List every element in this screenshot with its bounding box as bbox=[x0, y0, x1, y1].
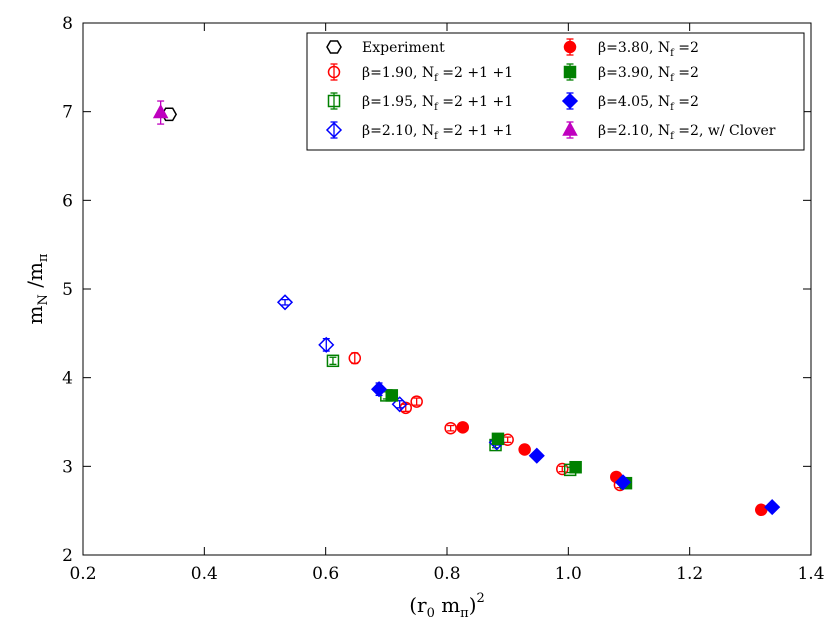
y-tick-label-5: 7 bbox=[62, 103, 73, 123]
data-point-6-0 bbox=[370, 381, 388, 398]
series-3 bbox=[276, 294, 505, 451]
legend-marker-7 bbox=[562, 121, 578, 136]
series-6 bbox=[370, 381, 781, 516]
data-point-5-1 bbox=[491, 432, 505, 446]
data-point-4-1 bbox=[518, 443, 531, 456]
data-point-3-2 bbox=[391, 396, 408, 413]
data-point-4-3 bbox=[755, 503, 768, 517]
legend-entry-6: β=4.05, Nf =2 bbox=[561, 92, 699, 113]
legend-entry-4: β=3.80, Nf =2 bbox=[563, 38, 699, 59]
legend-entry-2: β=1.95, Nf =2 +1 +1 bbox=[327, 92, 513, 113]
x-tick-label-1: 0.4 bbox=[191, 564, 218, 584]
data-point-1-2 bbox=[410, 395, 423, 408]
data-point-6-1 bbox=[528, 447, 545, 464]
legend-marker-2 bbox=[327, 94, 341, 108]
legend-label-5: β=3.90, Nf =2 bbox=[598, 65, 699, 84]
legend-label-7: β=2.10, Nf =2, w/ Clover bbox=[598, 123, 776, 142]
error-bar-1-3 bbox=[447, 424, 455, 432]
data-point-5-2 bbox=[569, 460, 582, 474]
y-tick-label-0: 2 bbox=[62, 546, 73, 566]
legend-label-1: β=1.90, Nf =2 +1 +1 bbox=[362, 65, 513, 84]
x-tick-label-2: 0.6 bbox=[312, 564, 339, 584]
legend-entry-7: β=2.10, Nf =2, w/ Clover bbox=[562, 121, 776, 142]
data-point-1-0 bbox=[348, 351, 362, 365]
error-bar-2-0 bbox=[329, 356, 337, 366]
x-tick-label-6: 1.4 bbox=[797, 564, 824, 584]
x-tick-label-3: 0.8 bbox=[433, 564, 460, 584]
data-marks bbox=[152, 100, 781, 517]
legend-marker-4 bbox=[563, 40, 577, 54]
series-7 bbox=[152, 100, 169, 125]
y-tick-label-4: 6 bbox=[62, 191, 73, 211]
legend-label-2: β=1.95, Nf =2 +1 +1 bbox=[362, 94, 513, 113]
data-point-6-2 bbox=[614, 474, 631, 491]
legend-entry-3: β=2.10, Nf =2 +1 +1 bbox=[325, 121, 513, 142]
data-point-3-1 bbox=[318, 336, 335, 353]
error-bar-3-0 bbox=[281, 298, 289, 306]
x-tick-label-0: 0.2 bbox=[69, 564, 96, 584]
axis-ticks: 0.2 0.4 0.6 0.8 1.0 1.2 1.4 2 3 4 5 6 7 8 bbox=[62, 14, 824, 584]
legend-entry-5: β=3.90, Nf =2 bbox=[563, 63, 699, 84]
data-point-3-0 bbox=[276, 294, 294, 311]
legend-marker-3 bbox=[325, 121, 343, 139]
legend-label-3: β=2.10, Nf =2 +1 +1 bbox=[362, 123, 513, 142]
y-axis-label: mN /mπ bbox=[23, 253, 51, 324]
data-point-7-0 bbox=[152, 103, 169, 119]
error-bar-1-2 bbox=[413, 397, 421, 406]
legend-label-6: β=4.05, Nf =2 bbox=[598, 94, 699, 113]
x-tick-label-5: 1.2 bbox=[676, 564, 703, 584]
legend-marker-1 bbox=[327, 65, 341, 79]
legend-label-4: β=3.80, Nf =2 bbox=[598, 40, 699, 59]
data-point-4-0 bbox=[456, 421, 470, 434]
data-point-1-5 bbox=[556, 462, 569, 476]
data-point-6-3 bbox=[764, 499, 781, 516]
legend-marker-0 bbox=[326, 40, 342, 54]
y-tick-label-2: 4 bbox=[62, 369, 73, 389]
x-tick-label-4: 1.0 bbox=[555, 564, 582, 584]
legend-entry-0: Experiment bbox=[326, 40, 445, 56]
legend-marker-6 bbox=[561, 92, 579, 110]
series-1 bbox=[348, 351, 627, 492]
error-bar-1-0 bbox=[351, 352, 359, 365]
data-point-5-0 bbox=[385, 389, 399, 402]
y-tick-label-1: 3 bbox=[62, 457, 73, 477]
error-bar-1-4 bbox=[504, 436, 512, 444]
legend-entry-1: β=1.90, Nf =2 +1 +1 bbox=[327, 63, 513, 84]
y-tick-label-6: 8 bbox=[62, 14, 73, 34]
legend-marker-5 bbox=[563, 65, 577, 79]
data-point-2-0 bbox=[326, 354, 340, 368]
data-point-1-3 bbox=[444, 421, 457, 435]
series-5 bbox=[385, 389, 633, 490]
legend-box bbox=[306, 32, 805, 151]
x-axis-label: (r0 mπ)2 bbox=[409, 591, 485, 621]
legend-label-0: Experiment bbox=[362, 40, 445, 56]
series-4 bbox=[456, 421, 768, 517]
legend: Experiment β=1.90, Nf =2 +1 +1 β=1.95, Nf … bbox=[306, 32, 805, 151]
y-tick-label-3: 5 bbox=[62, 280, 73, 300]
